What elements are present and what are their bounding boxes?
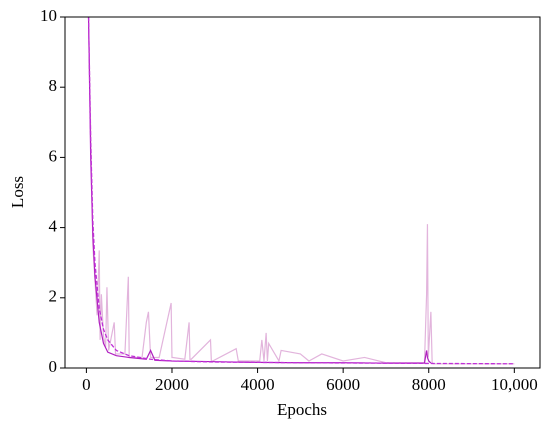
y-tick-label: 2 [49,287,58,306]
plot-frame [64,16,541,369]
y-tick-label: 6 [49,146,58,165]
x-tick-label: 10,000 [491,375,538,394]
x-tick-label: 2000 [155,375,189,394]
y-tick-label: 8 [49,76,58,95]
x-tick-label: 4000 [241,375,275,394]
x-tick-label: 6000 [326,375,360,394]
x-tick-label: 8000 [412,375,446,394]
loss-line [87,16,432,364]
loss-line [87,16,515,365]
y-tick-label: 4 [49,217,58,236]
x-tick-label: 0 [82,375,91,394]
y-tick-label: 10 [40,6,57,25]
loss-line [87,16,515,365]
y-tick-label: 0 [49,357,58,376]
x-axis-label: Epochs [277,400,327,419]
y-axis-label: Loss [8,176,27,208]
